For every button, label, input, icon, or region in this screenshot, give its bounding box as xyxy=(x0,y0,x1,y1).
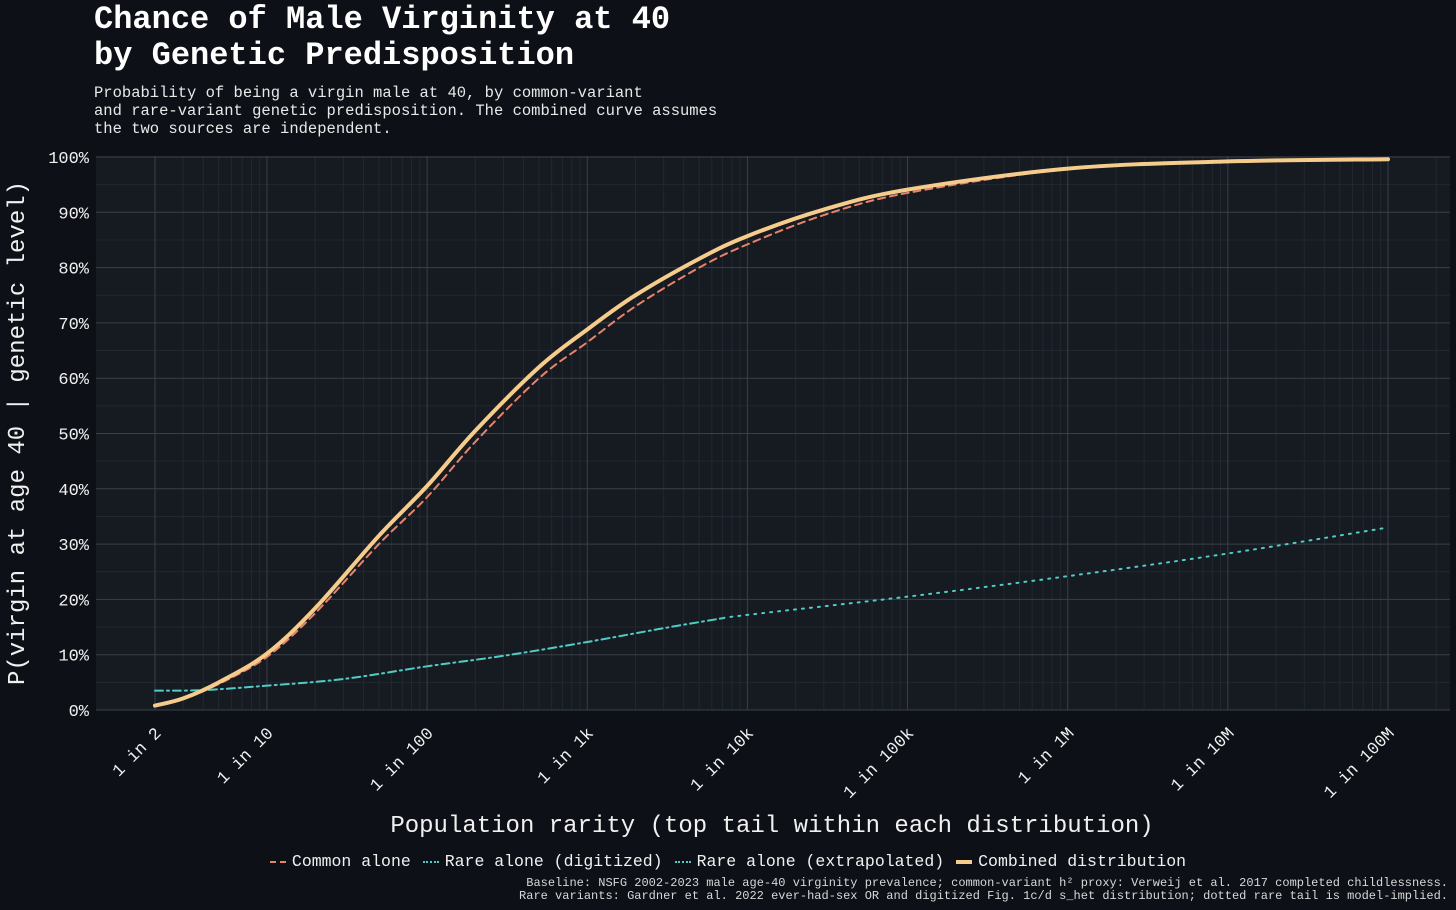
legend-item-rare-digitized: Rare alone (digitized) xyxy=(422,852,663,871)
x-tick-label: 1 in 10k xyxy=(687,725,758,796)
legend-label-rare-extrapolated: Rare alone (extrapolated) xyxy=(696,852,945,871)
x-tick-label: 1 in 2 xyxy=(110,725,167,782)
x-tick-label: 1 in 100k xyxy=(840,725,918,803)
legend-item-rare-extrapolated: Rare alone (extrapolated) xyxy=(674,852,945,871)
y-tick-label: 80% xyxy=(58,261,89,280)
series-line-rare-alone-digitized xyxy=(154,617,724,692)
chart-title: Chance of Male Virginity at 40 by Geneti… xyxy=(94,1,671,74)
x-tick-label: 1 in 1M xyxy=(1015,725,1079,789)
y-tick-label: 20% xyxy=(58,592,89,611)
x-tick-label: 1 in 10M xyxy=(1168,725,1239,796)
y-tick-label: 0% xyxy=(69,703,90,722)
chart-footnote: Baseline: NSFG 2002-2023 male age-40 vir… xyxy=(519,876,1448,903)
chart-subtitle: Probability of being a virgin male at 40… xyxy=(94,84,718,138)
series-line-combined-distribution xyxy=(153,157,1390,708)
y-tick-label: 70% xyxy=(58,316,89,335)
legend-item-common: Common alone xyxy=(269,852,411,871)
y-tick-label: 60% xyxy=(58,371,89,390)
legend-swatch-rare-extrapolated xyxy=(674,860,691,863)
legend-swatch-common xyxy=(269,860,286,863)
legend-label-rare-digitized: Rare alone (digitized) xyxy=(444,852,663,871)
legend: Common alone Rare alone (digitized) Rare… xyxy=(0,852,1456,871)
y-tick-label: 90% xyxy=(58,205,89,224)
chart-svg: 0% 10% 20% 30% 40% 50% 60% 70% 80% 90% 100% 1 in 2… xyxy=(5,150,1450,840)
x-axis-label: Population rarity (top tail within each … xyxy=(390,813,1153,840)
legend-label-common: Common alone xyxy=(291,852,411,871)
series-line-rare-alone-extrapolated xyxy=(721,526,1389,620)
legend-swatch-rare-digitized xyxy=(422,860,439,863)
y-tick-labels: 0% 10% 20% 30% 40% 50% 60% 70% 80% 90% 100% xyxy=(48,150,90,722)
y-axis-label: P(virgin at age 40 | genetic level) xyxy=(5,181,32,685)
x-tick-label: 1 in 100 xyxy=(367,725,438,796)
series-layer xyxy=(153,157,1390,708)
y-tick-label: 10% xyxy=(58,648,89,667)
y-tick-label: 50% xyxy=(58,427,89,446)
y-tick-label: 100% xyxy=(48,150,90,169)
x-tick-label: 1 in 1k xyxy=(535,725,599,789)
legend-label-combined: Combined distribution xyxy=(978,852,1187,871)
y-tick-label: 30% xyxy=(58,537,89,556)
y-tick-label: 40% xyxy=(58,482,89,501)
x-tick-label: 1 in 10 xyxy=(214,725,278,789)
legend-swatch-combined xyxy=(956,859,973,864)
x-tick-labels: 1 in 2 1 in 10 1 in 100 1 in 1k 1 in 10k 1 in… xyxy=(110,725,1400,803)
legend-item-combined: Combined distribution xyxy=(956,852,1186,871)
major-gridlines xyxy=(96,156,1450,711)
x-tick-label: 1 in 100M xyxy=(1321,725,1399,803)
